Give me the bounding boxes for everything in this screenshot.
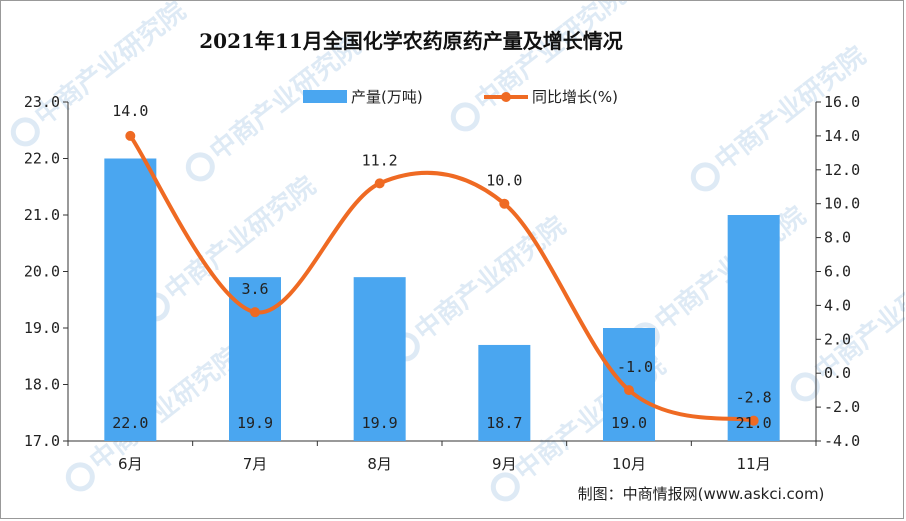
line-point: [748, 415, 759, 426]
right-tick-label: 6.0: [824, 263, 851, 281]
left-tick-label: 19.0: [24, 319, 60, 337]
watermark: 中商产业研究院: [185, 30, 367, 182]
right-tick-label: 8.0: [824, 229, 851, 247]
legend-bar-label: 产量(万吨): [351, 88, 423, 106]
x-tick-label: 8月: [367, 455, 392, 473]
data-labels: 22.0 19.9 19.9 18.7 19.0 21.0 14.0 3.6 11.2 10.0 -…: [112, 102, 771, 432]
right-tick-label: -4.0: [824, 432, 860, 450]
watermark-logo-icon: [450, 102, 480, 132]
x-tick-label: 11月: [737, 455, 771, 473]
bar-value-label: 19.0: [611, 414, 647, 432]
bar-series: [104, 158, 780, 441]
line-value-label: 3.6: [241, 280, 268, 298]
right-tick-label: 12.0: [824, 161, 860, 179]
line-value-label: 11.2: [362, 151, 398, 169]
line-point: [499, 198, 510, 209]
watermark-logo-icon: [10, 117, 40, 147]
bar: [478, 344, 531, 441]
line-value-label: -2.8: [736, 389, 772, 407]
left-tick-label: 21.0: [24, 206, 60, 224]
bar-value-label: 19.9: [362, 414, 398, 432]
watermark: 中商产业研究院: [450, 1, 632, 132]
bar-value-label: 21.0: [736, 414, 772, 432]
right-tick-label: 10.0: [824, 195, 860, 213]
bar: [727, 215, 780, 441]
watermark-text: 中商产业研究院: [29, 1, 192, 132]
bar-value-label: 22.0: [112, 414, 148, 432]
legend-line-label: 同比增长(%): [532, 88, 618, 106]
right-tick-label: -2.0: [824, 398, 860, 416]
line-value-label: -1.0: [617, 358, 653, 376]
right-tick-label: 2.0: [824, 330, 851, 348]
line-value-label: 14.0: [112, 102, 148, 120]
bar: [603, 328, 655, 441]
axes: 17.0 18.0 19.0 20.0 21.0 22.0 23.0 -4.0 -2.0 0.0 2…: [24, 93, 860, 473]
chart-title: 2021年11月全国化学农药原药产量及增长情况: [199, 29, 623, 53]
watermark-logo-icon: [185, 152, 215, 182]
line-point: [125, 130, 136, 141]
bar-value-label: 18.7: [486, 414, 522, 432]
line-point: [624, 385, 634, 396]
x-tick-label: 7月: [243, 455, 268, 473]
legend-line-marker: [501, 92, 511, 102]
x-tick-label: 10月: [612, 455, 646, 473]
line-series: [125, 130, 759, 426]
right-tick-label: 16.0: [824, 93, 860, 111]
legend-bar-swatch: [303, 90, 347, 103]
left-tick-label: 22.0: [24, 150, 60, 168]
watermark-text: 中商产业研究院: [409, 210, 572, 346]
watermark-logo-icon: [790, 372, 820, 402]
right-tick-label: 4.0: [824, 296, 851, 314]
left-tick-label: 20.0: [24, 263, 60, 281]
watermark: 中商产业研究院: [10, 1, 192, 147]
watermark-logo-icon: [490, 472, 520, 502]
bar: [104, 158, 157, 441]
left-tick-label: 23.0: [24, 93, 60, 111]
source-note: 制图：中商情报网(www.askci.com): [578, 485, 825, 503]
x-tick-label: 9月: [492, 455, 517, 473]
left-tick-label: 18.0: [24, 376, 60, 394]
right-tick-label: 14.0: [824, 127, 860, 145]
watermark-logo-icon: [65, 462, 95, 492]
line-point: [374, 178, 385, 189]
bar-value-label: 19.9: [237, 414, 273, 432]
left-tick-label: 17.0: [24, 432, 60, 450]
watermark-logo-icon: [690, 162, 720, 192]
x-tick-label: 6月: [118, 455, 143, 473]
line-value-label: 10.0: [486, 172, 522, 190]
line-point: [250, 307, 260, 318]
watermark: 中商产业研究院: [390, 210, 572, 362]
legend: 产量(万吨) 同比增长(%): [303, 88, 618, 106]
bar: [353, 277, 406, 441]
right-tick-label: 0.0: [824, 364, 851, 382]
